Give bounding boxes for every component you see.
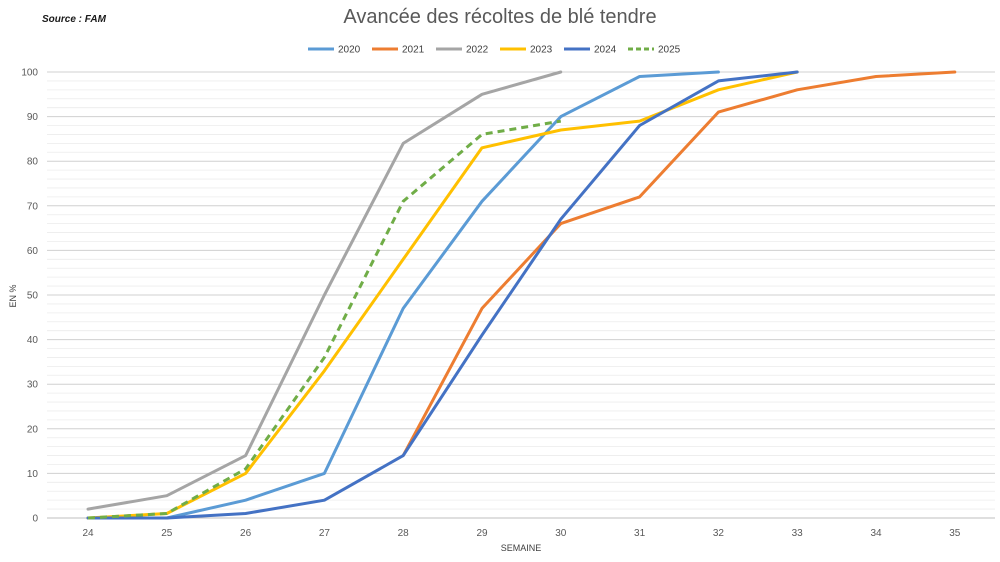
chart-title: Avancée des récoltes de blé tendre	[343, 6, 657, 28]
y-tick-label: 50	[27, 291, 39, 302]
y-tick-label: 80	[27, 157, 39, 168]
x-tick-label: 26	[240, 528, 252, 539]
source-note: Source : FAM	[42, 14, 106, 25]
x-tick-label: 32	[713, 528, 725, 539]
x-axis-ticks: 24 25 26 27 28 29 30 31 32 33 34 35	[82, 528, 960, 539]
y-axis-label: EN %	[8, 284, 18, 307]
series-line-2020	[86, 70, 720, 520]
y-tick-label: 10	[27, 469, 39, 480]
y-tick-label: 100	[21, 68, 38, 79]
series-lines	[86, 70, 957, 520]
x-tick-label: 33	[792, 528, 804, 539]
y-tick-label: 70	[27, 201, 39, 212]
x-tick-label: 27	[319, 528, 331, 539]
legend-label-2024: 2024	[594, 45, 617, 56]
x-tick-label: 25	[161, 528, 173, 539]
legend: 2020 2021 2022 2023 2024 2025	[308, 45, 681, 56]
x-tick-label: 31	[634, 528, 646, 539]
x-axis-label: SEMAINE	[501, 543, 542, 553]
legend-label-2021: 2021	[402, 45, 425, 56]
x-tick-label: 24	[82, 528, 94, 539]
y-tick-label: 40	[27, 335, 39, 346]
y-tick-label: 0	[32, 514, 38, 525]
y-axis-ticks: 0 10 20 30 40 50 60 70 80 90 100	[21, 68, 38, 525]
x-tick-label: 35	[949, 528, 961, 539]
x-tick-label: 28	[398, 528, 410, 539]
series-line-2024	[86, 70, 799, 520]
legend-label-2020: 2020	[338, 45, 361, 56]
series-line-2021	[401, 70, 957, 458]
y-tick-label: 90	[27, 112, 39, 123]
y-tick-label: 20	[27, 424, 39, 435]
x-tick-label: 30	[555, 528, 567, 539]
y-tick-label: 30	[27, 380, 39, 391]
x-tick-label: 34	[870, 528, 882, 539]
series-line-2025	[87, 119, 562, 520]
legend-label-2022: 2022	[466, 45, 489, 56]
legend-label-2025: 2025	[658, 45, 681, 56]
legend-label-2023: 2023	[530, 45, 553, 56]
y-tick-label: 60	[27, 246, 39, 257]
x-tick-label: 29	[476, 528, 488, 539]
series-line-2022	[86, 70, 563, 511]
series-line-2023	[86, 70, 799, 520]
